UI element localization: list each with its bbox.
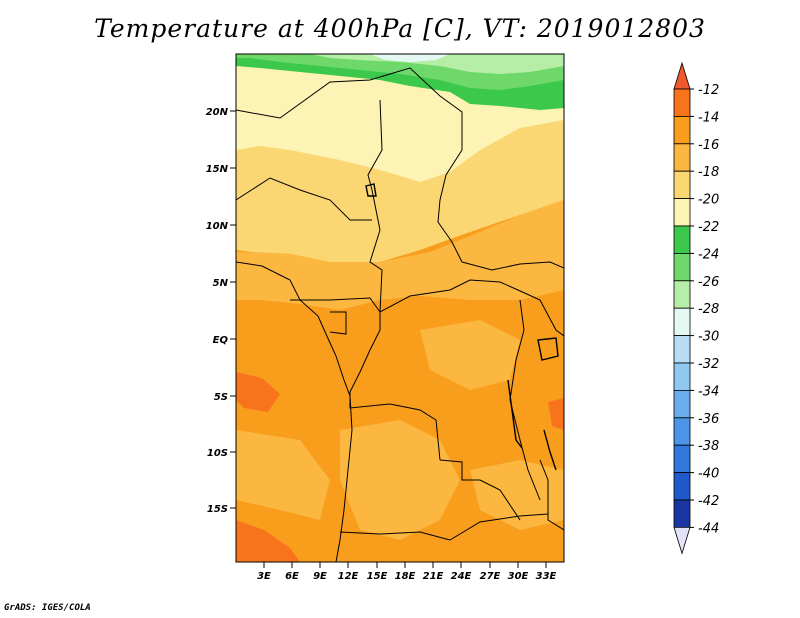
colorbar-label: -14 [698, 110, 719, 125]
border-cameroon-south [290, 297, 381, 313]
border-libya-chad [236, 67, 463, 150]
lat-label: EQ [213, 335, 229, 346]
border-nigeria-cameroon [236, 177, 372, 221]
border-congo-drc [349, 312, 381, 393]
chart-title: Temperature at 400hPa [C], VT: 201901280… [94, 14, 706, 43]
lat-label: 15N [206, 164, 229, 175]
colorbar-label: -36 [698, 412, 719, 427]
colorbar-label: -28 [698, 302, 719, 317]
coastline-west [236, 261, 353, 562]
lat-label: 10S [207, 448, 228, 459]
lake-chad [365, 183, 377, 197]
field-band-16-14-c [236, 430, 330, 520]
lake-victoria [537, 337, 559, 361]
temperature-field [236, 54, 564, 562]
lon-label: 33E [536, 571, 557, 582]
colorbar-label: -34 [698, 384, 719, 399]
colorbar: -12 -14 -16 -18 -20 -22 -24 -26 -28 -30 -32 -34 -36 -… [673, 61, 719, 555]
field-band-16-14-a [236, 200, 564, 310]
lon-label: 24E [451, 571, 472, 582]
colorbar-label: -44 [698, 521, 719, 536]
colorbar-box [673, 307, 691, 337]
lakes [365, 183, 559, 471]
border-drc-angola [349, 392, 441, 461]
colorbar-label: -12 [698, 83, 719, 98]
colorbar-lower-arrow [673, 527, 691, 555]
colorbar-box [673, 444, 691, 474]
colorbar-label: -38 [698, 439, 719, 454]
lon-label: 30E [508, 571, 529, 582]
lon-label: 9E [313, 571, 327, 582]
colorbar-box [673, 280, 691, 309]
colorbar-box [673, 88, 691, 117]
colorbar-box [673, 499, 691, 528]
colorbar-label: -30 [698, 330, 719, 345]
border-mozambique [539, 459, 564, 531]
lat-label: 10N [206, 221, 229, 232]
border-angola-zambia [439, 459, 521, 521]
lon-label: 12E [338, 571, 359, 582]
lat-label: 15S [207, 504, 228, 515]
border-car-north [369, 189, 383, 313]
border-angola-namibia [339, 531, 451, 541]
field-band-14-12-c [548, 398, 564, 430]
lon-label: 18E [395, 571, 416, 582]
colorbar-label: -26 [698, 275, 719, 290]
border-chad-sudan [437, 149, 463, 263]
border-tanzania [539, 299, 564, 337]
lon-label: 3E [257, 571, 271, 582]
colorbar-box [673, 472, 691, 501]
latitude-axis: 20N 15N 10N 5N EQ 5S 10S 15S [206, 107, 236, 515]
credit-text: GrADS: IGES/COLA [4, 603, 91, 613]
colorbar-box [673, 389, 691, 419]
longitude-axis: 3E 6E 9E 12E 15E 18E 21E 24E 27E 30E 33E [257, 562, 557, 582]
colorbar-box [673, 198, 691, 227]
colorbar-label: -24 [698, 247, 719, 262]
map-frame [235, 53, 565, 563]
border-sudan-south [461, 261, 564, 271]
lake-tanganyika [507, 379, 523, 449]
colorbar-label: -18 [698, 165, 719, 180]
colorbar-box [673, 225, 691, 254]
colorbar-box [673, 417, 691, 446]
lon-label: 21E [423, 571, 444, 582]
border-niger-chad [367, 99, 383, 191]
field-band-16-14-b [340, 420, 460, 540]
lat-label: 5N [213, 278, 229, 289]
field-band-16-14-e [470, 460, 564, 530]
lat-label: 5S [214, 392, 228, 403]
lon-label: 6E [285, 571, 299, 582]
field-band-16-14-d [420, 320, 520, 390]
field-band-14-12-a [236, 520, 300, 562]
lat-label: 20N [206, 107, 229, 118]
lon-label: 15E [367, 571, 388, 582]
border-gabon-congo [329, 311, 347, 335]
colorbar-label: -16 [698, 138, 719, 153]
colorbar-box [673, 252, 691, 282]
colorbar-box [673, 362, 691, 391]
lon-label: 27E [480, 571, 501, 582]
field-band-30-28 [370, 54, 450, 62]
lake-malawi [543, 429, 557, 471]
colorbar-box [673, 143, 691, 172]
border-car-south [379, 279, 541, 313]
border-zambia-zimbabwe [449, 513, 549, 541]
field-band-28-26 [310, 54, 564, 74]
colorbar-box [673, 116, 691, 145]
colorbar-box [673, 335, 691, 364]
colorbar-label: -40 [698, 467, 719, 482]
colorbar-label: -20 [698, 193, 719, 208]
colorbar-upper-arrow [673, 61, 691, 90]
colorbar-label: -22 [698, 220, 719, 235]
colorbar-box [673, 170, 691, 199]
colorbar-label: -32 [698, 357, 719, 372]
colorbar-label: -42 [698, 494, 719, 509]
field-band-14-12-b [236, 372, 280, 412]
